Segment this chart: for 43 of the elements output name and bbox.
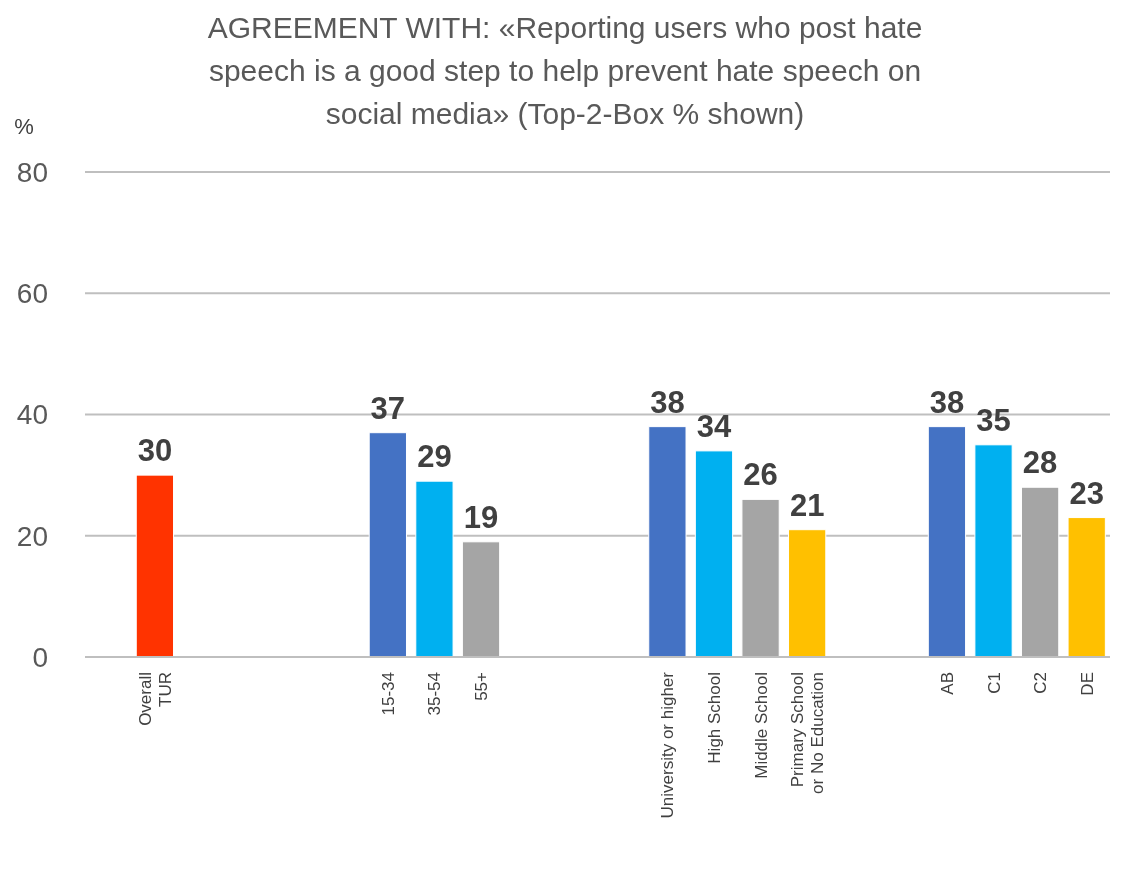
bar bbox=[927, 426, 967, 658]
x-tick-label: University or higher bbox=[658, 671, 678, 819]
data-label: 37 bbox=[370, 390, 406, 426]
data-label: 38 bbox=[929, 384, 965, 420]
bar bbox=[648, 426, 687, 658]
data-label: 21 bbox=[789, 487, 825, 523]
bar bbox=[741, 498, 780, 658]
y-tick-label: 80 bbox=[16, 156, 48, 188]
y-tick-label: 20 bbox=[16, 520, 48, 552]
chart-title: AGREEMENT WITH: «Reporting users who post hate speech is a good step to help prevent hate speech on social media» (Top-2-Box % shown) bbox=[207, 11, 923, 130]
bar bbox=[694, 450, 734, 658]
y-tick-label: 0 bbox=[32, 641, 48, 673]
y-tick-label: 60 bbox=[16, 278, 48, 310]
x-tick-label: Middle School bbox=[751, 672, 771, 779]
data-label: 38 bbox=[650, 384, 685, 420]
bar bbox=[415, 480, 454, 658]
data-label: 34 bbox=[696, 408, 732, 444]
x-tick-label: DE bbox=[1077, 672, 1097, 696]
x-tick-label: 55+ bbox=[472, 671, 492, 701]
bar bbox=[974, 444, 1013, 658]
bar bbox=[135, 474, 175, 658]
x-tick-label: Primary School or No Education bbox=[788, 672, 828, 794]
y-axis-title: % bbox=[14, 114, 34, 139]
x-tick-label: AB bbox=[937, 672, 957, 695]
bar bbox=[368, 432, 407, 658]
x-tick-label: Overall TUR bbox=[135, 672, 175, 726]
data-label: 35 bbox=[976, 402, 1011, 438]
data-label: 26 bbox=[743, 457, 778, 493]
bar bbox=[1067, 517, 1106, 658]
x-tick-label: C1 bbox=[984, 672, 1004, 694]
data-label: 23 bbox=[1069, 475, 1104, 511]
data-label: 30 bbox=[137, 433, 173, 469]
y-tick-label: 40 bbox=[16, 399, 48, 431]
x-tick-label: High School bbox=[704, 672, 724, 764]
data-label: 28 bbox=[1022, 445, 1058, 481]
bar bbox=[1020, 486, 1060, 658]
bar bbox=[461, 541, 501, 658]
x-tick-label: C2 bbox=[1031, 672, 1051, 694]
data-label: 29 bbox=[417, 439, 452, 475]
bar bbox=[788, 529, 827, 658]
x-tick-label: 15-34 bbox=[378, 672, 398, 716]
data-label: 19 bbox=[463, 499, 499, 535]
x-tick-label: 35-54 bbox=[425, 672, 445, 716]
